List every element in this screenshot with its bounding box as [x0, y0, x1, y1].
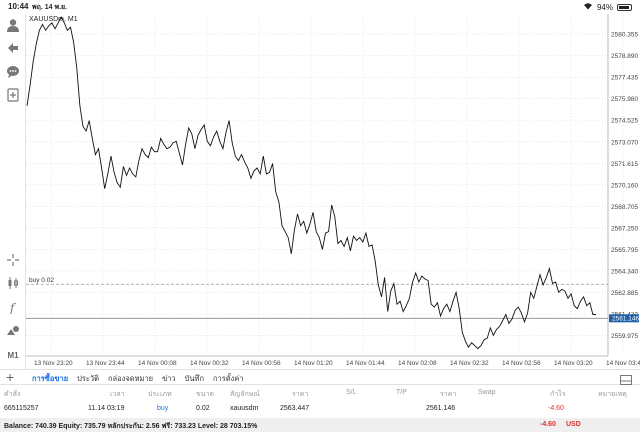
bid-price-tag-text: 2561.146	[612, 316, 639, 323]
y-tick-label: 2559.975	[611, 333, 638, 340]
order-symbol: xauusdm	[230, 405, 259, 412]
y-tick-label: 2565.795	[611, 247, 638, 254]
battery-fill	[619, 5, 630, 9]
status-indicators: 94%	[583, 2, 632, 12]
col-header-swap: Swap	[478, 389, 496, 396]
col-header-profit: กำไร	[550, 391, 566, 398]
y-tick-label: 2578.890	[611, 53, 638, 60]
order-open-price: 2563.447	[280, 405, 310, 412]
balance-row: Balance: 740.39 Equity: 735.79 หลักประกั…	[0, 418, 640, 432]
y-tick-label: 2562.885	[611, 290, 638, 297]
x-tick-label: 14 Nov 01:20	[294, 360, 333, 367]
tab-history[interactable]: ประวัติ	[77, 374, 100, 383]
x-tick-label: 14 Nov 00:32	[190, 360, 229, 367]
balance-total-profit: -4.60	[540, 421, 556, 428]
chart-area[interactable]: 2580.355 2578.890 2577.435 2575.980 2574.525…	[26, 14, 640, 369]
order-current-price: 2561.146	[426, 405, 456, 412]
symbol-label: XAUUSDm, M1	[29, 16, 78, 23]
tab-news[interactable]: ข่าว	[162, 374, 176, 383]
x-tick-label: 13 Nov 23:20	[34, 360, 73, 367]
y-tick-label: 2567.250	[611, 225, 638, 232]
order-ticket: 665115257	[4, 405, 39, 412]
left-toolbar: f M1	[0, 14, 26, 369]
order-time: 11.14 03:19	[88, 405, 125, 412]
balance-summary: Balance: 740.39 Equity: 735.79 หลักประกั…	[4, 423, 258, 430]
order-volume: 0.02	[196, 405, 210, 412]
col-header-volume: ขนาด	[196, 391, 215, 398]
x-tick-label: 14 Nov 00:08	[138, 360, 177, 367]
x-tick-label: 14 Nov 03:44	[606, 360, 640, 367]
orders-table: คำสั่ง เวลา ประเภท ขนาด สัญลักษณ์ ราคา S…	[0, 386, 640, 418]
col-header-tp: T/P	[396, 389, 407, 396]
crosshair-icon[interactable]	[3, 251, 23, 269]
bid-price-tag	[609, 314, 639, 323]
col-header-price: ราคา	[292, 391, 309, 398]
y-tick-label: 2580.355	[611, 31, 638, 38]
order-type: buy	[157, 405, 169, 412]
battery-percent: 94%	[596, 2, 613, 12]
col-header-order: คำสั่ง	[4, 391, 21, 398]
status-bar: 10:44 พฤ. 14 พ.ย. 94%	[0, 0, 640, 14]
tab-trade[interactable]: การซื้อขาย	[32, 374, 69, 383]
y-tick-label: 2575.980	[611, 96, 638, 103]
add-chart-icon[interactable]	[3, 86, 23, 104]
y-tick-label: 2573.070	[611, 139, 638, 146]
y-axis: 2580.355 2578.890 2577.435 2575.980 2574.525…	[611, 31, 638, 340]
price-series-line	[26, 16, 596, 350]
tab-mailbox[interactable]: กล่องจดหมาย	[108, 374, 154, 383]
x-tick-label: 14 Nov 00:56	[242, 360, 281, 367]
tab-settings[interactable]: การตั้งค่า	[213, 374, 244, 383]
indicator-icon[interactable]: f	[3, 298, 23, 316]
battery-icon	[617, 3, 632, 11]
user-icon[interactable]	[3, 16, 23, 34]
svg-text:f: f	[9, 301, 17, 314]
x-tick-label: 14 Nov 02:56	[502, 360, 541, 367]
candles-icon[interactable]	[3, 274, 23, 292]
col-header-time: เวลา	[110, 391, 125, 398]
x-tick-label: 14 Nov 02:32	[450, 360, 489, 367]
y-tick-label: 2568.705	[611, 204, 638, 211]
status-date: พฤ. 14 พ.ย.	[32, 4, 68, 11]
y-tick-label: 2570.160	[611, 182, 638, 189]
x-tick-label: 14 Nov 02:08	[398, 360, 437, 367]
y-tick-label: 2577.435	[611, 75, 638, 82]
chat-icon[interactable]	[3, 63, 23, 81]
col-header-sl: S/L	[346, 389, 357, 396]
col-header-symbol: สัญลักษณ์	[230, 391, 260, 398]
x-tick-label: 14 Nov 01:44	[346, 360, 385, 367]
y-tick-label: 2571.615	[611, 161, 638, 168]
order-profit: -4.60	[548, 405, 564, 412]
trade-icon[interactable]	[3, 39, 23, 57]
expand-panel-icon[interactable]	[620, 372, 632, 390]
order-line-label: buy 0.02	[29, 277, 54, 284]
status-time: 10:44	[8, 2, 29, 11]
col-header-type: ประเภท	[148, 391, 172, 398]
chart-grid	[26, 14, 624, 356]
x-axis: 13 Nov 23:20 13 Nov 23:44 14 Nov 00:08 14 N…	[34, 360, 640, 367]
y-tick-label: 2574.525	[611, 118, 638, 125]
wifi-icon	[583, 2, 593, 12]
bottom-tab-bar: + การซื้อขาย ประวัติ กล่องจดหมาย ข่าว บั…	[0, 369, 640, 385]
timeframe-button[interactable]: M1	[7, 351, 19, 360]
tabs: การซื้อขาย ประวัติ กล่องจดหมาย ข่าว บันท…	[32, 373, 244, 385]
col-header-current-price: ราคา	[440, 391, 457, 398]
price-chart[interactable]: 2580.355 2578.890 2577.435 2575.980 2574.525…	[26, 14, 640, 369]
tab-journal[interactable]: บันทึก	[184, 374, 205, 383]
objects-icon[interactable]	[3, 322, 23, 340]
balance-currency: USD	[566, 421, 581, 428]
x-tick-label: 13 Nov 23:44	[86, 360, 125, 367]
x-tick-label: 14 Nov 03:20	[554, 360, 593, 367]
add-button[interactable]: +	[6, 369, 15, 385]
col-header-comment: หมายเหตุ	[598, 391, 627, 398]
y-tick-label: 2564.340	[611, 269, 638, 276]
